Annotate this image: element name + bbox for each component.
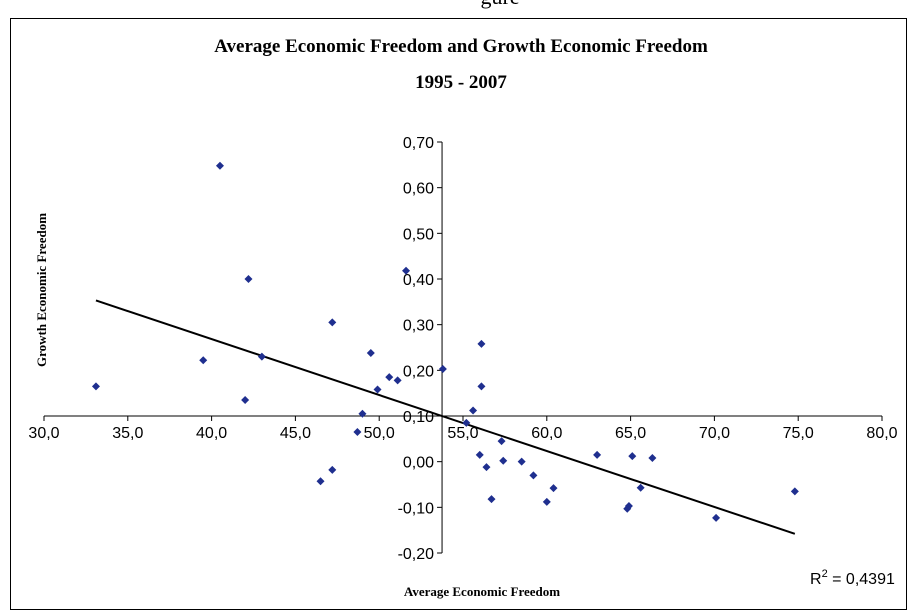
data-point (549, 484, 558, 493)
data-point (482, 463, 491, 472)
y-tick-label: 0,00 (403, 455, 434, 472)
data-point (648, 454, 657, 463)
chart-title: Average Economic Freedom and Growth Econ… (214, 36, 708, 57)
x-tick-label: 30,0 (28, 425, 59, 442)
chart-subtitle: 1995 - 2007 (415, 72, 507, 93)
data-point (328, 465, 337, 474)
x-tick-label: 60,0 (531, 425, 562, 442)
trendline (95, 299, 796, 535)
y-tick-label: 0,30 (403, 318, 434, 335)
data-point (91, 382, 100, 391)
data-point (241, 396, 250, 405)
x-tick-label: 55,0 (447, 425, 478, 442)
y-tick-label: 0,70 (403, 135, 434, 152)
data-point (385, 373, 394, 382)
x-tick-label: 70,0 (699, 425, 730, 442)
x-tick-label: 35,0 (112, 425, 143, 442)
y-tick-label: 0,60 (403, 181, 434, 198)
data-point (199, 356, 208, 365)
x-tick-label: 65,0 (615, 425, 646, 442)
y-tick-label: 0,20 (403, 363, 434, 380)
data-point (358, 409, 367, 418)
data-point (593, 450, 602, 459)
r-squared-r: R (810, 571, 822, 588)
x-tick-label: 80,0 (866, 425, 897, 442)
data-point (624, 501, 633, 510)
x-axis-title: Average Economic Freedom (404, 584, 560, 599)
data-point (517, 457, 526, 466)
data-point (636, 483, 645, 492)
data-point (790, 487, 799, 496)
y-tick-label: 0,50 (403, 226, 434, 243)
data-point (477, 382, 486, 391)
y-tick-label: -0,10 (398, 500, 435, 517)
data-point (402, 266, 411, 275)
data-point (497, 437, 506, 446)
data-point (542, 497, 551, 506)
x-tick-label: 45,0 (280, 425, 311, 442)
data-point (244, 275, 253, 283)
data-point (373, 385, 382, 394)
y-tick-label: 0,40 (403, 272, 434, 289)
data-point (477, 339, 486, 348)
data-point (215, 161, 224, 170)
data-point (712, 513, 721, 522)
data-point (529, 471, 538, 480)
data-point (438, 364, 447, 373)
chart-frame (10, 18, 907, 610)
data-point (328, 318, 337, 327)
y-tick-label: -0,20 (398, 546, 435, 563)
r-squared-value: = 0,4391 (828, 571, 895, 588)
data-point (257, 352, 266, 361)
x-tick-label: 50,0 (364, 425, 395, 442)
data-point (316, 477, 325, 486)
data-point (353, 427, 362, 436)
data-point (487, 495, 496, 504)
page-fragment-text: gure (400, 0, 600, 10)
data-point (628, 452, 637, 461)
y-tick-label: 0,10 (403, 409, 434, 426)
data-point (499, 456, 508, 465)
data-point (366, 348, 375, 357)
x-tick-label: 75,0 (783, 425, 814, 442)
r-squared-superscript: 2 (822, 568, 828, 580)
data-point (393, 376, 402, 385)
x-tick-label: 40,0 (196, 425, 227, 442)
data-point (469, 406, 478, 415)
data-point (462, 418, 471, 427)
y-axis-title: Growth Economic Freedom (34, 213, 49, 367)
data-point (475, 450, 484, 459)
r-squared-label: R2 = 0,4391 (810, 568, 895, 588)
